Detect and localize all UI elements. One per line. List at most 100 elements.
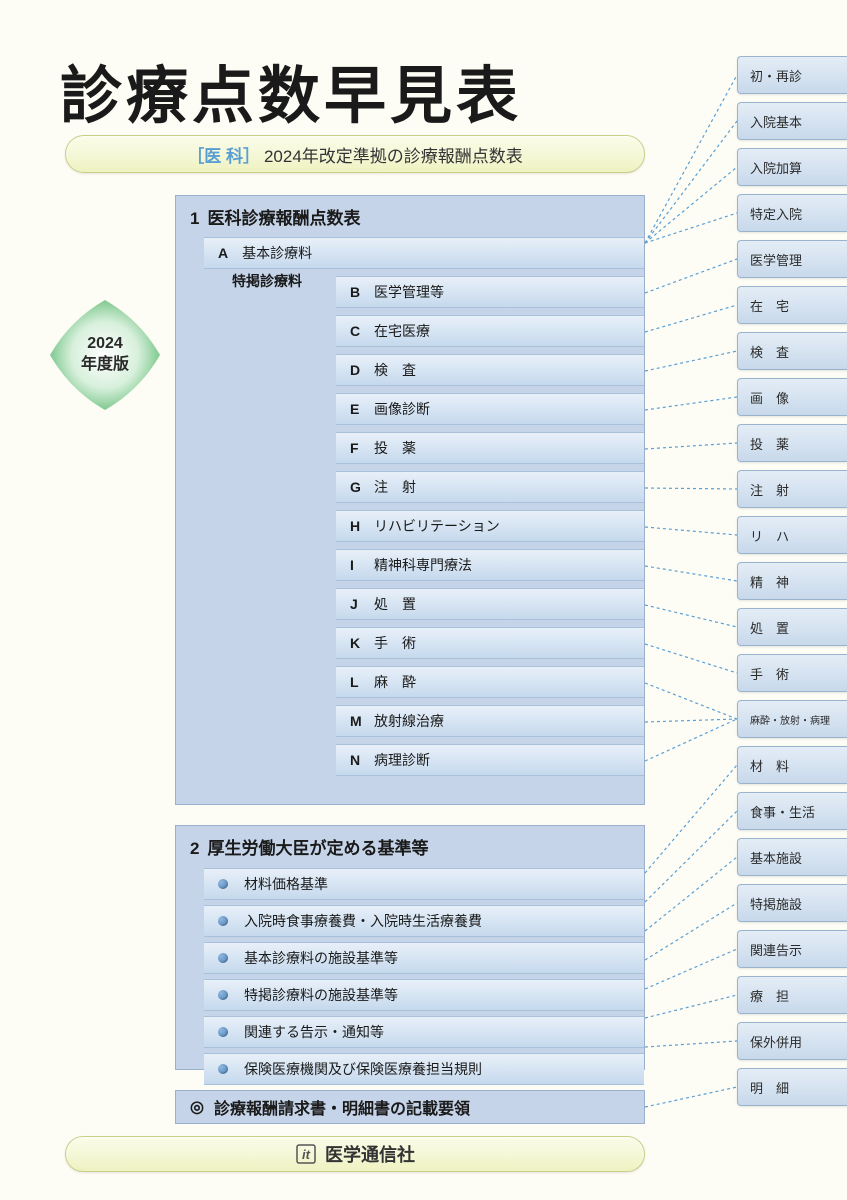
section-3-title: 診療報酬請求書・明細書の記載要領	[214, 1095, 470, 1119]
section1-row-k: K手 術	[336, 627, 644, 659]
section-3-circle: ◎	[190, 1097, 204, 1117]
section1-row-c: C在宅医療	[336, 315, 644, 347]
tab-12[interactable]: 処 置	[737, 608, 847, 646]
sublabel-tokkei: 特掲診療料	[232, 271, 302, 291]
row-letter: M	[350, 713, 374, 729]
tab-6[interactable]: 検 査	[737, 332, 847, 370]
tab-20[interactable]: 療 担	[737, 976, 847, 1014]
tab-19[interactable]: 関連告示	[737, 930, 847, 968]
section1-row-j: J処 置	[336, 588, 644, 620]
row-letter: C	[350, 323, 374, 339]
row-a: A 基本診療料	[204, 237, 644, 269]
publisher-logo-icon: it	[295, 1143, 317, 1165]
section1-row-f: F投 薬	[336, 432, 644, 464]
subtitle-pill: ［医 科］ 2024年改定準拠の診療報酬点数表	[65, 135, 645, 173]
section-1-title-text: 医科診療報酬点数表	[207, 209, 360, 228]
section-1-panel: 1医科診療報酬点数表 A 基本診療料 B医学管理等C在宅医療D検 査E画像診断F…	[175, 195, 645, 805]
publisher-bar: it 医学通信社	[65, 1136, 645, 1172]
tab-13[interactable]: 手 術	[737, 654, 847, 692]
tab-10[interactable]: リ ハ	[737, 516, 847, 554]
bullet-icon	[218, 879, 228, 889]
section2-row-1: 入院時食事療養費・入院時生活療養費	[204, 905, 644, 937]
bullet-icon	[218, 1027, 228, 1037]
row-label: 基本診療料の施設基準等	[244, 948, 398, 968]
tab-3[interactable]: 特定入院	[737, 194, 847, 232]
row-a-letter: A	[218, 245, 228, 261]
section-2-num: 2	[190, 839, 199, 858]
section2-row-0: 材料価格基準	[204, 868, 644, 900]
tab-15[interactable]: 材 料	[737, 746, 847, 784]
tab-16[interactable]: 食事・生活	[737, 792, 847, 830]
tab-4[interactable]: 医学管理	[737, 240, 847, 278]
tab-2[interactable]: 入院加算	[737, 148, 847, 186]
tab-7[interactable]: 画 像	[737, 378, 847, 416]
bullet-icon	[218, 916, 228, 926]
row-label: 入院時食事療養費・入院時生活療養費	[244, 911, 482, 931]
section1-row-m: M放射線治療	[336, 705, 644, 737]
tab-9[interactable]: 注 射	[737, 470, 847, 508]
tab-11[interactable]: 精 神	[737, 562, 847, 600]
row-label: 精神科専門療法	[374, 555, 472, 575]
section2-row-2: 基本診療料の施設基準等	[204, 942, 644, 974]
year-badge: 2024 年度版	[45, 295, 165, 415]
row-letter: F	[350, 440, 374, 456]
row-letter: J	[350, 596, 374, 612]
row-letter: G	[350, 479, 374, 495]
row-letter: D	[350, 362, 374, 378]
tab-17[interactable]: 基本施設	[737, 838, 847, 876]
section-3-panel: ◎ 診療報酬請求書・明細書の記載要領	[175, 1090, 645, 1124]
section1-row-h: Hリハビリテーション	[336, 510, 644, 542]
row-label: 医学管理等	[374, 282, 444, 302]
row-letter: L	[350, 674, 374, 690]
row-letter: B	[350, 284, 374, 300]
section1-row-d: D検 査	[336, 354, 644, 386]
row-letter: N	[350, 752, 374, 768]
row-label: 在宅医療	[374, 321, 430, 341]
row-label: 保険医療機関及び保険医療養担当規則	[244, 1059, 482, 1079]
row-letter: I	[350, 557, 374, 573]
tab-21[interactable]: 保外併用	[737, 1022, 847, 1060]
row-label: 麻 酔	[374, 672, 416, 692]
bullet-icon	[218, 990, 228, 1000]
section1-row-i: I精神科専門療法	[336, 549, 644, 581]
row-label: 注 射	[374, 477, 416, 497]
tab-18[interactable]: 特掲施設	[737, 884, 847, 922]
bullet-icon	[218, 953, 228, 963]
row-letter: H	[350, 518, 374, 534]
section1-row-n: N病理診断	[336, 744, 644, 776]
section1-row-g: G注 射	[336, 471, 644, 503]
section-2-title: 2 厚生労働大臣が定める基準等	[176, 826, 644, 863]
section-2-panel: 2 厚生労働大臣が定める基準等 材料価格基準入院時食事療養費・入院時生活療養費基本…	[175, 825, 645, 1070]
svg-text:it: it	[302, 1147, 311, 1162]
main-title: 診療点数早見表	[60, 45, 522, 135]
row-label: リハビリテーション	[374, 516, 500, 536]
section2-row-4: 関連する告示・通知等	[204, 1016, 644, 1048]
tab-5[interactable]: 在 宅	[737, 286, 847, 324]
badge-edition: 年度版	[81, 356, 129, 373]
bullet-icon	[218, 1064, 228, 1074]
row-label: 特掲診療料の施設基準等	[244, 985, 398, 1005]
tab-0[interactable]: 初・再診	[737, 56, 847, 94]
row-label: 関連する告示・通知等	[244, 1022, 384, 1042]
tab-8[interactable]: 投 薬	[737, 424, 847, 462]
row-letter: E	[350, 401, 374, 417]
row-a-label: 基本診療料	[242, 243, 312, 263]
publisher-name: 医学通信社	[325, 1141, 415, 1167]
section-1-title: 1 医科診療報酬点数表	[176, 196, 644, 233]
tab-22[interactable]: 明 細	[737, 1068, 847, 1106]
section2-row-3: 特掲診療料の施設基準等	[204, 979, 644, 1011]
row-label: 病理診断	[374, 750, 430, 770]
row-label: 手 術	[374, 633, 416, 653]
badge-year: 2024	[87, 335, 123, 352]
tab-1[interactable]: 入院基本	[737, 102, 847, 140]
tab-14[interactable]: 麻酔・放射・病理	[737, 700, 847, 738]
subtitle-bracket: ［医 科］	[187, 142, 260, 167]
subtitle-text: 2024年改定準拠の診療報酬点数表	[264, 142, 523, 167]
row-label: 処 置	[374, 594, 416, 614]
section-2-title-text: 厚生労働大臣が定める基準等	[207, 839, 428, 858]
section-1-num: 1	[190, 209, 199, 228]
section1-row-l: L麻 酔	[336, 666, 644, 698]
row-label: 放射線治療	[374, 711, 444, 731]
row-letter: K	[350, 635, 374, 651]
row-label: 投 薬	[374, 438, 416, 458]
